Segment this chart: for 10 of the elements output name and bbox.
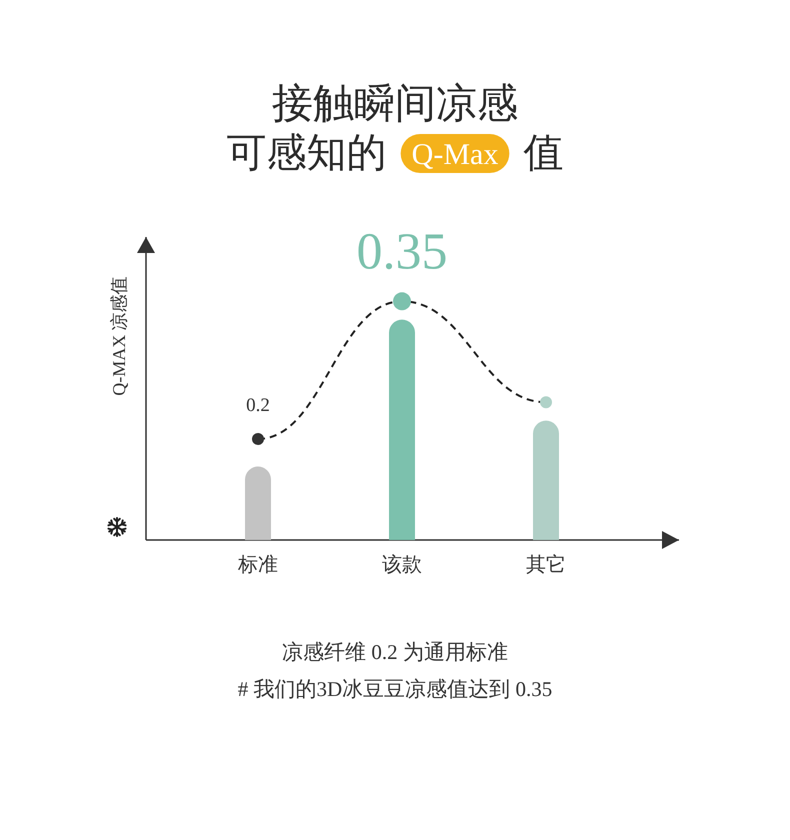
title: 接触瞬间凉感 xyxy=(272,80,518,126)
x-tick-label: 该款 xyxy=(382,554,422,576)
subtitle: 值 xyxy=(523,130,564,175)
subtitle-badge: Q-Max xyxy=(400,134,510,173)
x-tick-label: 其它 xyxy=(526,554,566,576)
annotation: # 我们的3D冰豆豆凉感值达到 0.35 xyxy=(238,677,552,701)
subtitle: 可感知的 xyxy=(226,130,387,175)
annotation: 凉感纤维 0.2 为通用标准 xyxy=(282,640,508,664)
ylabel: Q-MAX 凉感值 xyxy=(109,276,129,396)
x-tick-label: 标准 xyxy=(238,554,278,576)
